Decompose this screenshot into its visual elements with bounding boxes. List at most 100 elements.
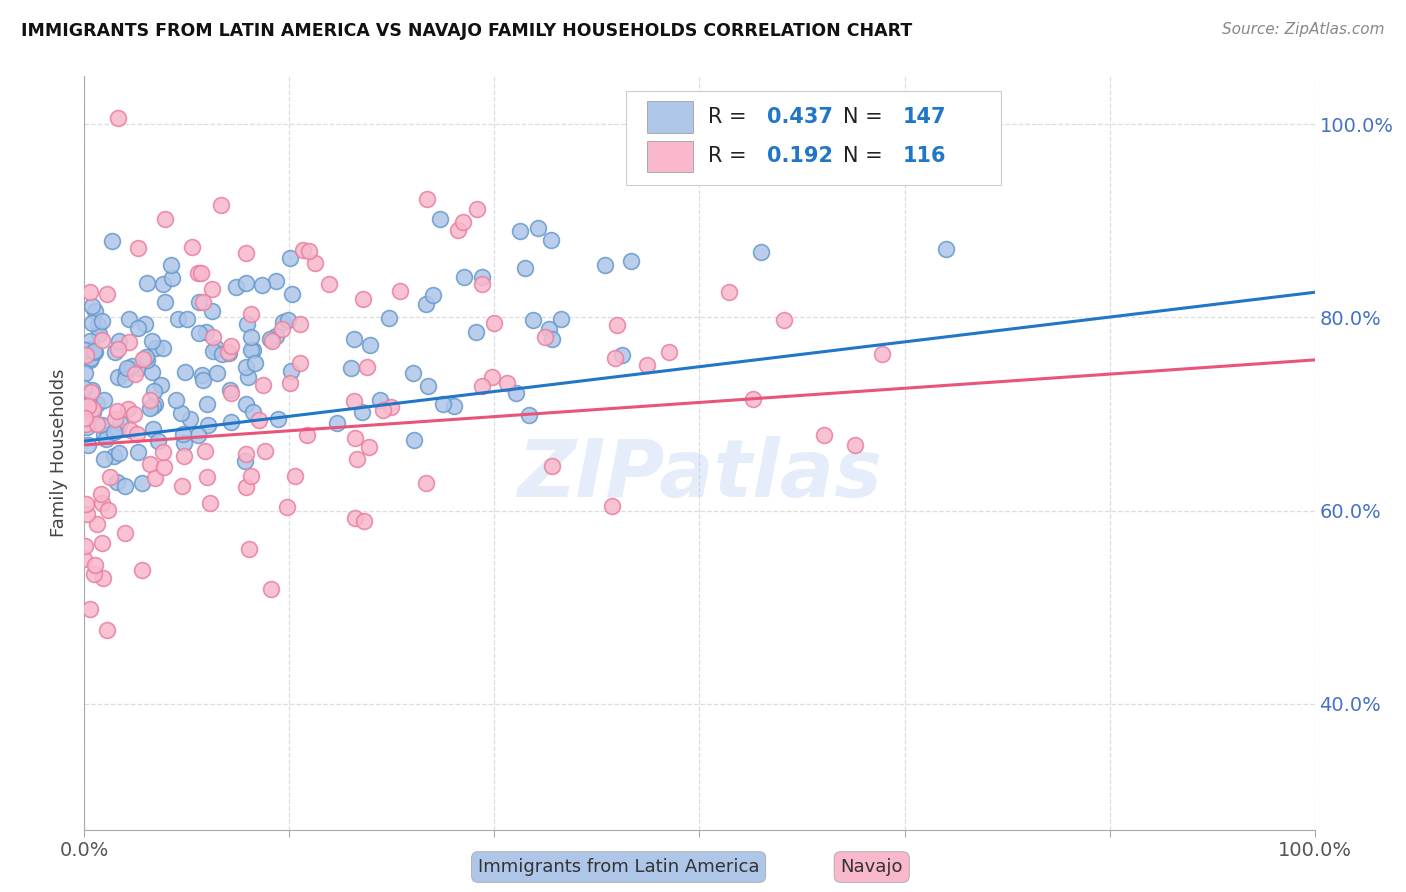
Point: [356, 359, 378, 374]
Point: [75, 366, 97, 380]
Point: [240, 307, 263, 321]
Point: [350, 405, 373, 419]
Point: [935, 243, 957, 257]
Point: [344, 511, 367, 525]
Point: [73, 343, 96, 357]
Point: [205, 366, 228, 380]
Point: [139, 392, 162, 407]
Point: [87, 327, 110, 342]
Text: Source: ZipAtlas.com: Source: ZipAtlas.com: [1222, 22, 1385, 37]
Point: [610, 348, 633, 362]
Point: [495, 376, 517, 390]
Point: [114, 372, 136, 386]
Point: [235, 360, 257, 375]
Point: [142, 400, 165, 414]
Point: [114, 526, 136, 541]
Point: [91, 572, 114, 586]
Point: [465, 202, 488, 216]
Text: 116: 116: [903, 146, 946, 167]
Point: [79, 343, 101, 357]
Point: [110, 416, 132, 430]
Point: [242, 343, 264, 358]
Point: [380, 401, 402, 415]
Point: [127, 444, 149, 458]
Point: [550, 312, 572, 326]
Point: [136, 353, 159, 368]
Point: [291, 243, 314, 257]
Point: [813, 428, 835, 442]
Point: [90, 496, 112, 510]
Point: [146, 434, 169, 449]
Point: [352, 292, 374, 306]
Point: [188, 294, 211, 309]
Point: [80, 385, 103, 400]
Point: [247, 413, 270, 427]
Point: [236, 370, 259, 384]
Point: [136, 277, 159, 291]
Point: [522, 313, 544, 327]
Point: [103, 425, 125, 440]
Point: [402, 367, 425, 381]
Point: [749, 245, 772, 260]
Point: [131, 351, 153, 366]
Point: [152, 277, 174, 291]
Point: [153, 212, 176, 227]
Point: [278, 376, 301, 390]
Point: [517, 408, 540, 422]
Point: [304, 256, 326, 270]
Point: [267, 411, 290, 425]
Point: [537, 321, 560, 335]
Point: [187, 266, 209, 280]
Point: [658, 345, 681, 359]
Point: [388, 284, 411, 298]
Point: [443, 399, 465, 413]
Point: [404, 434, 426, 448]
Point: [195, 470, 218, 484]
Point: [201, 330, 224, 344]
Point: [107, 334, 129, 348]
Point: [482, 316, 505, 330]
Point: [252, 377, 274, 392]
Point: [77, 398, 100, 412]
Point: [127, 321, 149, 335]
Point: [447, 223, 470, 237]
Point: [343, 393, 366, 408]
Point: [73, 539, 96, 553]
Point: [453, 270, 475, 285]
Point: [76, 507, 98, 521]
Point: [105, 404, 128, 418]
Point: [416, 192, 439, 206]
Point: [160, 258, 183, 272]
Point: [620, 254, 643, 268]
Point: [98, 470, 121, 484]
Text: Navajo: Navajo: [841, 858, 903, 876]
Point: [107, 370, 129, 384]
Point: [415, 296, 437, 310]
Point: [422, 288, 444, 302]
Point: [104, 345, 127, 359]
Point: [77, 399, 100, 413]
Point: [211, 347, 233, 361]
Point: [107, 422, 129, 436]
Point: [243, 356, 266, 370]
Point: [101, 234, 124, 248]
Point: [271, 322, 294, 336]
Point: [295, 427, 318, 442]
Point: [197, 418, 219, 433]
Point: [235, 480, 257, 494]
Point: [298, 244, 321, 259]
Point: [242, 405, 264, 419]
Point: [190, 266, 212, 280]
Point: [139, 401, 162, 415]
Point: [131, 476, 153, 491]
Point: [357, 440, 380, 454]
Point: [118, 423, 141, 437]
Point: [103, 449, 125, 463]
Point: [104, 412, 127, 426]
Point: [280, 364, 302, 378]
Point: [115, 365, 138, 379]
Point: [471, 270, 494, 285]
Point: [252, 277, 274, 292]
Point: [600, 499, 623, 513]
Point: [172, 427, 194, 442]
